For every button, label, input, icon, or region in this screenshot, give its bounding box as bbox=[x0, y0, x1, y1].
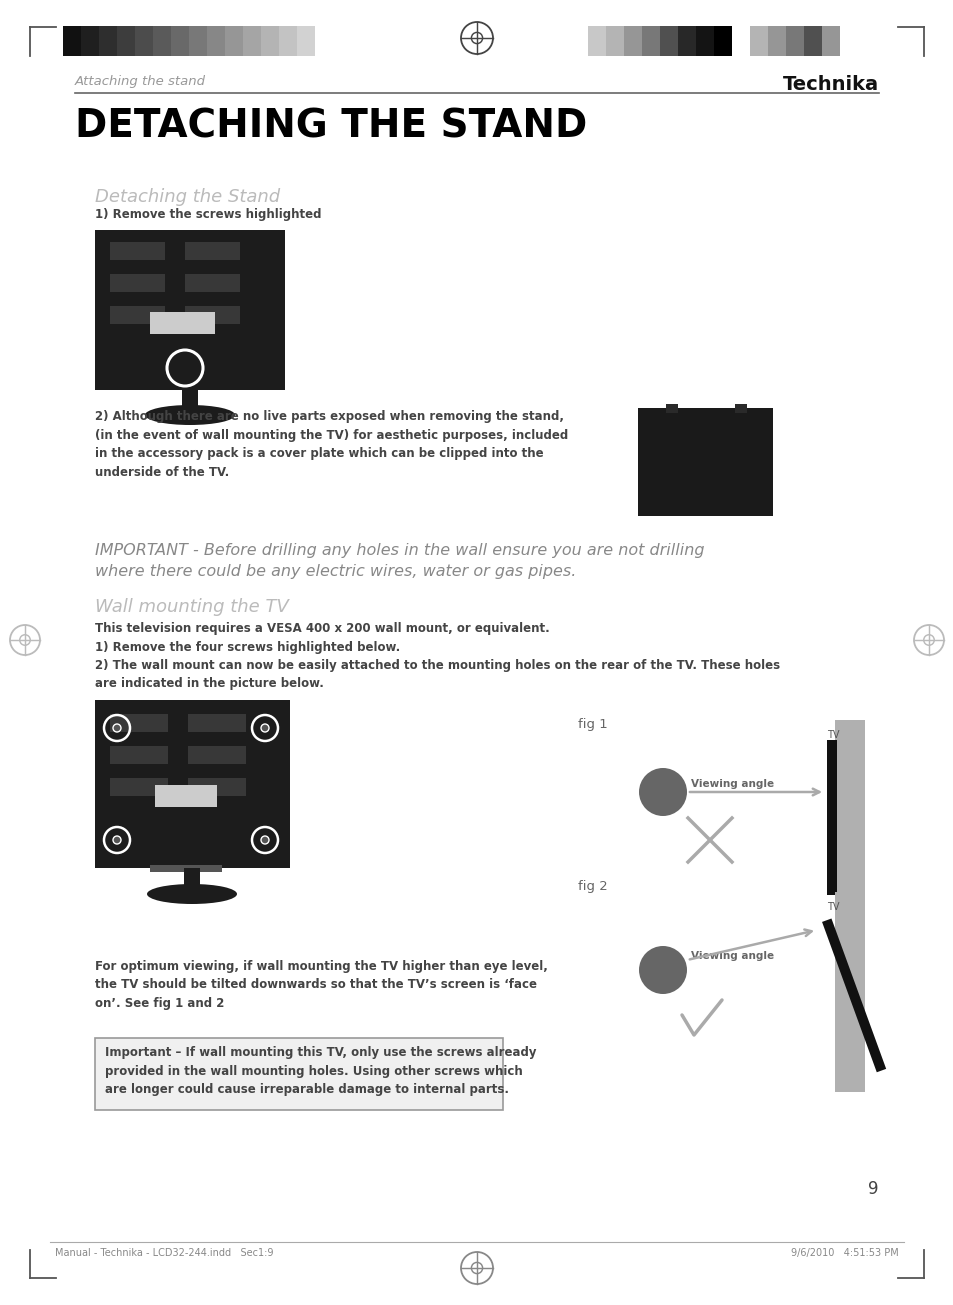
Text: Technika: Technika bbox=[782, 74, 878, 94]
Bar bbox=[278, 26, 296, 56]
Bar bbox=[110, 778, 168, 796]
Text: Detaching the Stand: Detaching the Stand bbox=[95, 188, 280, 206]
Bar bbox=[154, 786, 216, 806]
Ellipse shape bbox=[147, 883, 236, 904]
Bar bbox=[110, 241, 165, 260]
Bar bbox=[731, 26, 749, 56]
Text: Viewing angle: Viewing angle bbox=[690, 951, 773, 960]
Bar bbox=[296, 26, 314, 56]
Text: 1) Remove the screws highlighted: 1) Remove the screws highlighted bbox=[95, 207, 321, 221]
Text: IMPORTANT - Before drilling any holes in the wall ensure you are not drilling
wh: IMPORTANT - Before drilling any holes in… bbox=[95, 543, 703, 579]
Circle shape bbox=[112, 724, 121, 732]
Text: fig 1: fig 1 bbox=[578, 718, 607, 731]
Bar bbox=[188, 714, 246, 732]
Bar bbox=[834, 893, 864, 1092]
Circle shape bbox=[639, 946, 686, 994]
Bar bbox=[641, 26, 659, 56]
Text: Viewing angle: Viewing angle bbox=[690, 779, 773, 790]
Bar bbox=[713, 26, 731, 56]
Bar bbox=[152, 26, 171, 56]
Bar bbox=[665, 405, 678, 412]
Bar bbox=[678, 26, 696, 56]
Bar bbox=[749, 26, 767, 56]
Bar bbox=[188, 778, 246, 796]
Bar bbox=[182, 390, 198, 408]
Bar bbox=[189, 26, 207, 56]
Bar bbox=[826, 740, 836, 895]
Bar bbox=[171, 26, 189, 56]
Text: Important – If wall mounting this TV, only use the screws already
provided in th: Important – If wall mounting this TV, on… bbox=[105, 1047, 536, 1096]
Text: Wall mounting the TV: Wall mounting the TV bbox=[95, 598, 289, 616]
Bar bbox=[605, 26, 623, 56]
Circle shape bbox=[639, 769, 686, 816]
Bar bbox=[185, 305, 240, 324]
Text: Manual - Technika - LCD32-244.indd   Sec1:9: Manual - Technika - LCD32-244.indd Sec1:… bbox=[55, 1248, 274, 1258]
Bar bbox=[110, 305, 165, 324]
Bar bbox=[117, 26, 135, 56]
Bar bbox=[638, 408, 772, 515]
Ellipse shape bbox=[145, 405, 234, 425]
Bar bbox=[587, 26, 605, 56]
Bar bbox=[95, 699, 290, 868]
Bar bbox=[243, 26, 261, 56]
Text: DETACHING THE STAND: DETACHING THE STAND bbox=[75, 107, 587, 145]
Circle shape bbox=[261, 837, 269, 844]
Text: 2) Although there are no live parts exposed when removing the stand,
(in the eve: 2) Although there are no live parts expo… bbox=[95, 410, 568, 479]
Text: 9/6/2010   4:51:53 PM: 9/6/2010 4:51:53 PM bbox=[790, 1248, 898, 1258]
Bar bbox=[135, 26, 152, 56]
Bar bbox=[207, 26, 225, 56]
Bar bbox=[110, 714, 168, 732]
Bar bbox=[225, 26, 243, 56]
Bar bbox=[63, 26, 81, 56]
Text: Attaching the stand: Attaching the stand bbox=[75, 74, 206, 87]
Text: TV: TV bbox=[826, 729, 839, 740]
Bar bbox=[261, 26, 278, 56]
Bar bbox=[184, 868, 200, 886]
Bar bbox=[188, 746, 246, 763]
Bar bbox=[95, 1037, 502, 1111]
Bar bbox=[110, 274, 165, 292]
Bar bbox=[150, 865, 222, 872]
Bar bbox=[185, 241, 240, 260]
Bar bbox=[821, 919, 885, 1073]
Text: 9: 9 bbox=[867, 1180, 878, 1198]
Bar bbox=[821, 26, 840, 56]
Text: For optimum viewing, if wall mounting the TV higher than eye level,
the TV shoul: For optimum viewing, if wall mounting th… bbox=[95, 960, 547, 1010]
Bar bbox=[623, 26, 641, 56]
Bar bbox=[81, 26, 99, 56]
Bar bbox=[767, 26, 785, 56]
Bar bbox=[834, 720, 864, 904]
Circle shape bbox=[112, 837, 121, 844]
Bar bbox=[734, 405, 746, 412]
Bar bbox=[99, 26, 117, 56]
Bar bbox=[185, 274, 240, 292]
Bar bbox=[803, 26, 821, 56]
Circle shape bbox=[261, 724, 269, 732]
Text: TV: TV bbox=[826, 902, 839, 912]
Bar bbox=[696, 26, 713, 56]
Bar bbox=[785, 26, 803, 56]
Bar bbox=[659, 26, 678, 56]
Bar bbox=[110, 746, 168, 763]
Text: fig 2: fig 2 bbox=[578, 880, 607, 893]
Text: This television requires a VESA 400 x 200 wall mount, or equivalent.
1) Remove t: This television requires a VESA 400 x 20… bbox=[95, 622, 780, 690]
Bar bbox=[150, 312, 214, 334]
Bar bbox=[95, 230, 285, 390]
